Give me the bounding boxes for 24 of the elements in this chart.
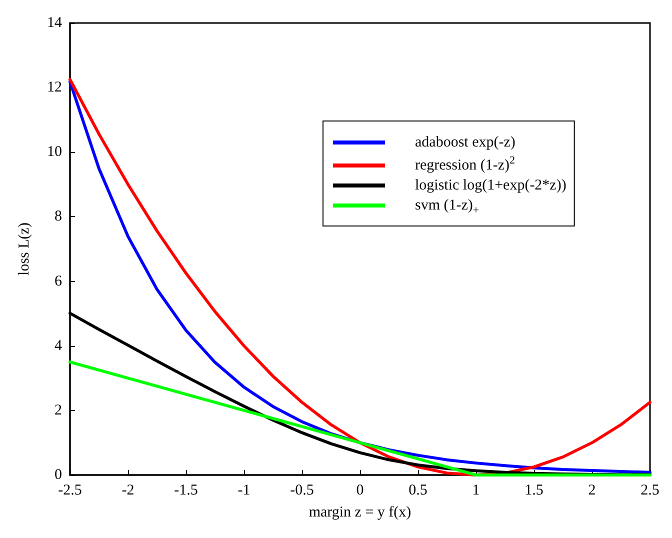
x-tick-label: 2.5 [640,482,660,498]
legend-label: adaboost exp(-z) [415,134,516,150]
y-tick-label: 6 [54,273,62,290]
x-tick-label: 0 [356,482,364,498]
y-tick-label: 0 [54,467,62,483]
y-tick-label: 4 [54,338,62,354]
x-tick-label: 1 [472,482,480,498]
y-tick-label: 8 [54,208,62,225]
y-tick-label: 10 [47,144,62,160]
x-tick-label: 0.5 [408,482,428,498]
y-tick-label: 14 [47,15,62,31]
x-tick-label: 1.5 [524,482,544,498]
x-tick-label: 2 [588,482,596,498]
x-tick-label: -1.5 [174,482,198,498]
legend-label: svm (1-z)+ [415,198,480,216]
x-tick-label: -2.5 [58,482,82,498]
y-axis-title: loss L(z) [16,222,32,276]
legend-label: logistic log(1+exp(-2*z)) [415,178,566,194]
y-tick-label: 2 [54,402,62,418]
y-tick-label: 12 [47,80,62,96]
x-tick-label: -2 [122,482,134,498]
x-tick-label: -0.5 [290,482,314,498]
x-tick-label: -1 [238,482,250,498]
x-axis-title: margin z = y f(x) [308,504,412,520]
